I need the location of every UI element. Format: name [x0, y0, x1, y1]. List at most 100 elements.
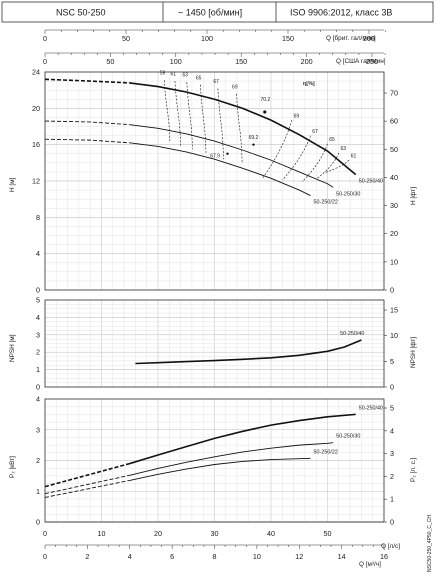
iso-efficiency-line	[324, 159, 350, 174]
drawing-code: NSC50-250_4P50_C_CH	[427, 515, 433, 572]
y-tick-label: 5	[36, 296, 40, 305]
top-us-tick-label: 200	[301, 57, 313, 66]
iso-efficiency-line	[282, 135, 311, 181]
series-label: 50-250/30	[336, 434, 360, 440]
bottom-m3h-tick-label: 20	[154, 529, 162, 538]
secondary-y-tick-label: 5	[390, 404, 394, 413]
efficiency-label: 59	[160, 71, 166, 77]
best-efficiency-point	[263, 110, 267, 114]
npsh-m-axis-label: NPSH [м]	[9, 334, 16, 362]
y-tick-label: 0	[36, 383, 40, 392]
curve-dashed-50-250-22	[44, 480, 130, 498]
curve-dashed-50-250-30	[44, 120, 130, 126]
bottom-ls-tick-label: 6	[170, 552, 174, 561]
bottom-q-m3h-label: Q [м³/ч]	[359, 561, 381, 568]
secondary-y-tick-label: 15	[390, 306, 398, 315]
y-tick-label: 3	[36, 425, 40, 434]
test-standard: ISO 9906:2012, класс 3B	[290, 8, 392, 18]
bottom-ls-tick-label: 12	[295, 552, 303, 561]
efficiency-label: 67	[312, 129, 318, 135]
top-imp-tick-label: 0	[43, 34, 47, 43]
efficiency-label: 70.2	[260, 97, 270, 103]
secondary-y-tick-label: 20	[390, 229, 398, 238]
curve-50-250-40	[129, 82, 357, 176]
efficiency-point	[252, 143, 255, 146]
top-us-tick-label: 50	[106, 57, 114, 66]
curve-dashed-50-250-30	[44, 474, 130, 495]
series-label: 50-250/40	[359, 405, 383, 411]
header-bar: NSC 50-250 ~ 1450 [об/мин] ISO 9906:2012…	[1, 1, 434, 23]
y-tick-label: 4	[36, 313, 40, 322]
bottom-ls-tick-label: 16	[380, 552, 388, 561]
efficiency-label: 63	[341, 146, 347, 152]
p-kw-axis-label: P₂ [кВт]	[9, 456, 16, 478]
grid-npsh	[44, 299, 387, 388]
iso-efficiency-line	[236, 93, 243, 164]
series-label: 50-250/30	[336, 191, 360, 197]
curve-50-250-22	[129, 142, 311, 196]
bottom-ls-tick-label: 2	[85, 552, 89, 561]
efficiency-label: 69	[294, 113, 300, 119]
panel-frame-head	[44, 71, 385, 291]
bottom-ls-tick-label: 10	[253, 552, 261, 561]
grid-head	[44, 71, 387, 291]
bottom-m3h-tick-label: 0	[43, 529, 47, 538]
grid-power	[44, 398, 387, 523]
series-label: 50-250/22	[314, 449, 338, 455]
series-label: 50-250/40	[340, 331, 364, 337]
bottom-ls-tick-label: 4	[128, 552, 132, 561]
iso-efficiency-line	[301, 143, 328, 183]
y-tick-label: 4	[36, 395, 40, 404]
efficiency-label: 67.9	[210, 153, 220, 159]
curve-dashed-50-250-40	[44, 78, 130, 84]
iso-efficiency-line	[186, 81, 193, 150]
curve-dashed-50-250-40	[44, 462, 130, 488]
secondary-y-tick-label: 0	[390, 286, 394, 295]
secondary-y-tick-label: 3	[390, 449, 394, 458]
efficiency-label: 65	[196, 75, 202, 81]
secondary-y-tick-label: 10	[390, 257, 398, 266]
y-tick-label: 3	[36, 330, 40, 339]
y-tick-label: 8	[36, 213, 40, 222]
secondary-y-tick-label: 4	[390, 426, 394, 435]
top-imp-tick-label: 50	[122, 34, 130, 43]
y-tick-label: 2	[36, 456, 40, 465]
secondary-y-tick-label: 70	[390, 89, 398, 98]
efficiency-axis-label: η[%]	[303, 81, 315, 87]
top-us-tick-label: 0	[43, 57, 47, 66]
top-q-us-label: Q [США гал/мин]	[336, 58, 386, 65]
y-tick-label: 24	[32, 68, 40, 77]
efficiency-label: 65	[329, 137, 335, 143]
bottom-ls-tick-label: 8	[213, 552, 217, 561]
top-imp-tick-label: 100	[201, 34, 213, 43]
secondary-y-tick-label: 60	[390, 117, 398, 126]
series-label: 50-250/22	[314, 200, 338, 206]
h-ft-axis-label: H [фт]	[410, 187, 417, 205]
model-name: NSC 50-250	[56, 8, 106, 18]
bottom-m3h-tick-label: 40	[267, 529, 275, 538]
top-imp-tick-label: 150	[282, 34, 294, 43]
efficiency-label: 63	[182, 73, 188, 79]
secondary-y-tick-label: 0	[390, 518, 394, 527]
bottom-ls-tick-label: 14	[338, 552, 346, 561]
top-us-tick-label: 250	[366, 57, 378, 66]
y-tick-label: 20	[32, 104, 40, 113]
top-imp-tick-label: 200	[363, 34, 375, 43]
y-tick-label: 4	[36, 249, 40, 258]
secondary-y-tick-label: 10	[390, 331, 398, 340]
efficiency-label: 69.2	[249, 135, 259, 141]
y-tick-label: 2	[36, 348, 40, 357]
secondary-y-tick-label: 5	[390, 357, 394, 366]
efficiency-point	[226, 152, 229, 155]
header-frame	[1, 1, 434, 23]
iso-efficiency-line	[316, 152, 340, 180]
y-tick-label: 0	[36, 518, 40, 527]
bottom-ls-tick-label: 0	[43, 552, 47, 561]
efficiency-label: 61	[351, 153, 357, 159]
curve-50-250-22	[129, 457, 311, 481]
efficiency-label: 61	[170, 72, 176, 78]
iso-efficiency-line	[200, 84, 207, 154]
chart-marks: 0481216202401020304050607050-250/4050-25…	[32, 29, 398, 561]
